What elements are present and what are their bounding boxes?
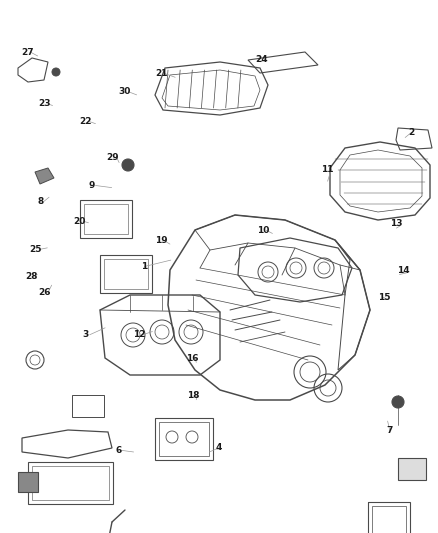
Text: 15: 15 — [378, 293, 391, 302]
Text: 6: 6 — [115, 446, 121, 455]
Text: 11: 11 — [321, 165, 334, 174]
Text: 13: 13 — [390, 220, 403, 228]
Text: 20: 20 — [74, 217, 86, 225]
Text: 18: 18 — [187, 391, 200, 400]
Text: 25: 25 — [30, 245, 42, 254]
Bar — [104, 259, 148, 289]
Bar — [28, 462, 113, 504]
Bar — [18, 472, 38, 492]
Text: 12: 12 — [133, 330, 145, 339]
Text: 21: 21 — [155, 69, 167, 78]
Text: 26: 26 — [39, 288, 51, 296]
Text: 2: 2 — [409, 128, 415, 136]
Text: 16: 16 — [186, 354, 198, 362]
Text: 22: 22 — [80, 117, 92, 126]
Text: 1: 1 — [141, 262, 148, 271]
Bar — [84, 204, 128, 234]
Text: 27: 27 — [21, 48, 33, 56]
Text: 29: 29 — [107, 153, 119, 161]
Polygon shape — [35, 168, 54, 184]
Bar — [398, 458, 426, 480]
Text: 8: 8 — [37, 197, 43, 206]
Bar — [100, 255, 152, 293]
Bar — [155, 418, 213, 460]
Bar — [72, 395, 104, 417]
Bar — [80, 200, 132, 238]
Text: 9: 9 — [89, 181, 95, 190]
Bar — [32, 466, 109, 500]
Circle shape — [392, 396, 404, 408]
Text: 24: 24 — [256, 55, 268, 64]
Bar — [368, 502, 410, 533]
Text: 3: 3 — [82, 330, 88, 339]
Circle shape — [122, 159, 134, 171]
Text: 28: 28 — [25, 272, 38, 280]
Text: 19: 19 — [155, 237, 167, 245]
Bar — [159, 422, 209, 456]
Bar — [372, 506, 406, 533]
Text: 10: 10 — [257, 226, 269, 235]
Circle shape — [52, 68, 60, 76]
Text: 7: 7 — [387, 426, 393, 435]
Text: 30: 30 — [119, 87, 131, 96]
Text: 14: 14 — [397, 266, 409, 275]
Text: 23: 23 — [39, 100, 51, 108]
Text: 4: 4 — [216, 443, 222, 452]
